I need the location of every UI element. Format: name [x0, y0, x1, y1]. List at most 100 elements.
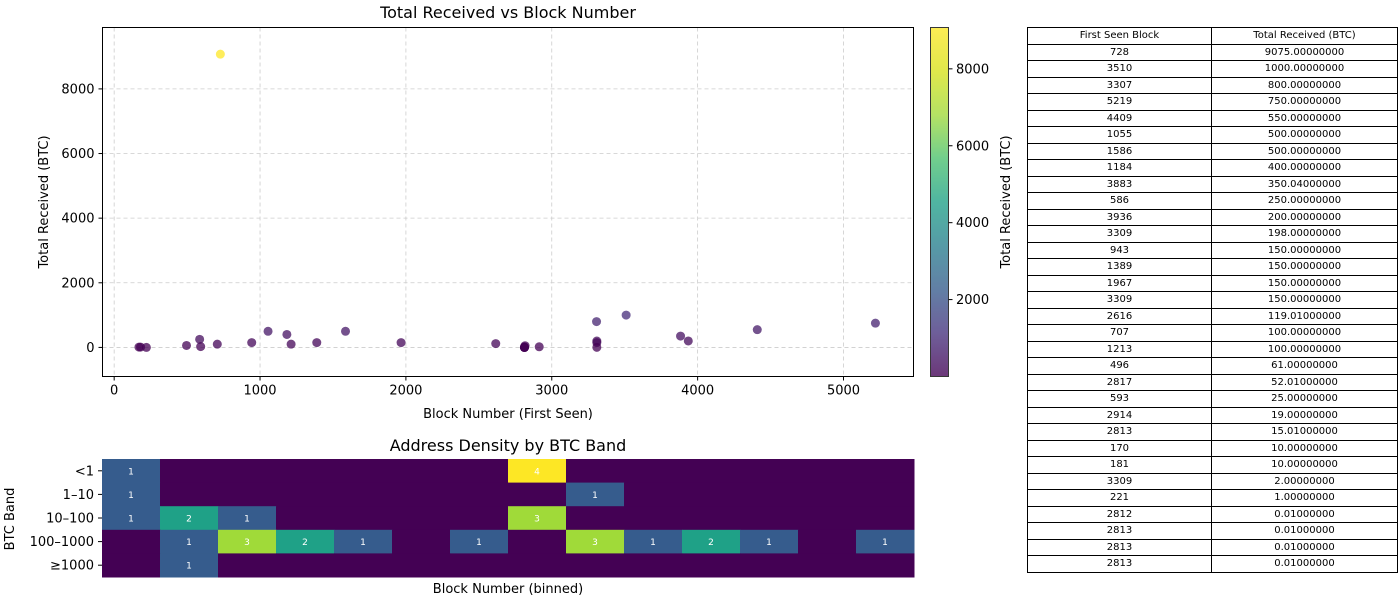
table-cell-block: 1055 — [1027, 126, 1212, 144]
colorbar-ticks: 2000 4000 6000 8000 — [948, 62, 989, 308]
table-cell-block: 496 — [1027, 357, 1212, 375]
table-row: 1967 150.00000000 — [1027, 274, 1398, 292]
table-cell-total: 19.00000000 — [1211, 406, 1398, 424]
heatmap-cell-label: 1 — [360, 538, 366, 548]
scatter-x-label: Block Number (First Seen) — [423, 407, 593, 422]
x-tick-label: 0 — [110, 384, 118, 399]
table-row: 586 250.00000000 — [1027, 192, 1398, 210]
table-cell-block: 1967 — [1027, 274, 1212, 292]
heatmap-cell — [856, 482, 915, 507]
heatmap-row-label: 10–100 — [46, 512, 94, 527]
table-row: 5219 750.00000000 — [1027, 93, 1398, 111]
heatmap-cell-label: 2 — [708, 538, 714, 548]
table-cell-total: 550.00000000 — [1211, 109, 1398, 127]
heatmap-cell — [218, 506, 277, 531]
table-cell-total: 150.00000000 — [1211, 241, 1398, 259]
scatter-point — [870, 318, 880, 328]
table-cell-total: 25.00000000 — [1211, 390, 1398, 408]
table-row: 1586 500.00000000 — [1027, 142, 1398, 160]
heatmap-cell — [798, 506, 857, 531]
table-cell-block: 4409 — [1027, 109, 1212, 127]
table-row: 2813 0.01000000 — [1027, 522, 1398, 540]
table-cell-block: 3936 — [1027, 208, 1212, 226]
heatmap-cell — [160, 459, 219, 484]
x-tick-label: 5000 — [827, 384, 860, 399]
heatmap-cell — [566, 506, 625, 531]
heatmap-cell — [798, 553, 857, 578]
table-row: 943 150.00000000 — [1027, 241, 1398, 259]
table-row: 2616 119.01000000 — [1027, 307, 1398, 325]
y-tick-label: 2000 — [61, 276, 94, 291]
heatmap-cell — [276, 529, 335, 554]
table-cell-block: 181 — [1027, 456, 1212, 474]
table-row: 3510 1000.00000000 — [1027, 60, 1398, 78]
scatter-point — [215, 49, 225, 59]
table-cell-total: 150.00000000 — [1211, 258, 1398, 276]
heatmap-cell — [160, 506, 219, 531]
scatter-point — [263, 326, 273, 336]
table-cell-block: 1184 — [1027, 159, 1212, 177]
table-cell-total: 500.00000000 — [1211, 142, 1398, 160]
table-row: 2817 52.01000000 — [1027, 373, 1398, 391]
heatmap-cell-label: 1 — [186, 562, 192, 572]
table-cell-block: 3309 — [1027, 472, 1212, 490]
heatmap-cell — [856, 459, 915, 484]
colorbar-tick-label: 2000 — [956, 293, 989, 308]
table-cell-block: 1586 — [1027, 142, 1212, 160]
heatmap-cell — [160, 553, 219, 578]
heatmap-cell — [392, 529, 451, 554]
table-cell-block: 728 — [1027, 43, 1212, 61]
heatmap-x-label: Block Number (binned) — [433, 582, 583, 597]
table-cell-block: 2813 — [1027, 522, 1212, 540]
heatmap-cell — [798, 459, 857, 484]
table-row: 3936 200.00000000 — [1027, 208, 1398, 226]
heatmap-cell — [856, 529, 915, 554]
heatmap-cell-label: 1 — [650, 538, 656, 548]
table-row: 2813 0.01000000 — [1027, 555, 1398, 573]
table-cell-block: 2813 — [1027, 555, 1212, 573]
table-row: 3309 2.00000000 — [1027, 472, 1398, 490]
heatmap-cell-label: 1 — [128, 467, 134, 477]
heatmap-row-label: 100–1000 — [30, 535, 94, 550]
table-row: 496 61.00000000 — [1027, 357, 1398, 375]
heatmap-cell — [392, 459, 451, 484]
heatmap-cell — [798, 482, 857, 507]
x-tick-label: 4000 — [681, 384, 714, 399]
heatmap-cells: 1 4 1 1 1 2 1 3 1 3 2 1 1 3 1 2 1 1 1 — [102, 459, 915, 578]
table-header-cell: Total Received (BTC) — [1211, 27, 1398, 45]
table-cell-total: 350.04000000 — [1211, 175, 1398, 193]
heatmap-cell — [508, 506, 567, 531]
table-row: 2914 19.00000000 — [1027, 406, 1398, 424]
table-cell-total: 119.01000000 — [1211, 307, 1398, 325]
scatter-point — [282, 329, 292, 339]
x-tick-label: 2000 — [389, 384, 422, 399]
heatmap-cell — [276, 459, 335, 484]
scatter-point — [286, 339, 296, 349]
y-tick-label: 0 — [86, 341, 94, 356]
table-cell-block: 3307 — [1027, 76, 1212, 94]
y-tick-label: 4000 — [61, 212, 94, 227]
heatmap-cell — [624, 482, 683, 507]
table-cell-total: 100.00000000 — [1211, 324, 1398, 342]
table-cell-block: 586 — [1027, 192, 1212, 210]
heatmap-cell — [102, 482, 161, 507]
heatmap-cell — [856, 553, 915, 578]
heatmap-cell — [566, 482, 625, 507]
scatter-point — [592, 317, 602, 327]
table-cell-block: 943 — [1027, 241, 1212, 259]
heatmap-cell — [276, 506, 335, 531]
heatmap-cell-label: 1 — [128, 515, 134, 525]
heatmap-cell — [450, 459, 509, 484]
table-cell-total: 2.00000000 — [1211, 472, 1398, 490]
table-cell-block: 3309 — [1027, 291, 1212, 309]
heatmap-cell — [450, 553, 509, 578]
heatmap-cell — [566, 553, 625, 578]
table-cell-block: 1213 — [1027, 340, 1212, 358]
heatmap-cell — [102, 529, 161, 554]
colorbar-gradient — [930, 27, 949, 377]
table-cell-total: 0.01000000 — [1211, 505, 1398, 523]
table-cell-total: 750.00000000 — [1211, 93, 1398, 111]
table-cell-total: 198.00000000 — [1211, 225, 1398, 243]
heatmap-cell — [682, 553, 741, 578]
y-tick-label: 6000 — [61, 147, 94, 162]
